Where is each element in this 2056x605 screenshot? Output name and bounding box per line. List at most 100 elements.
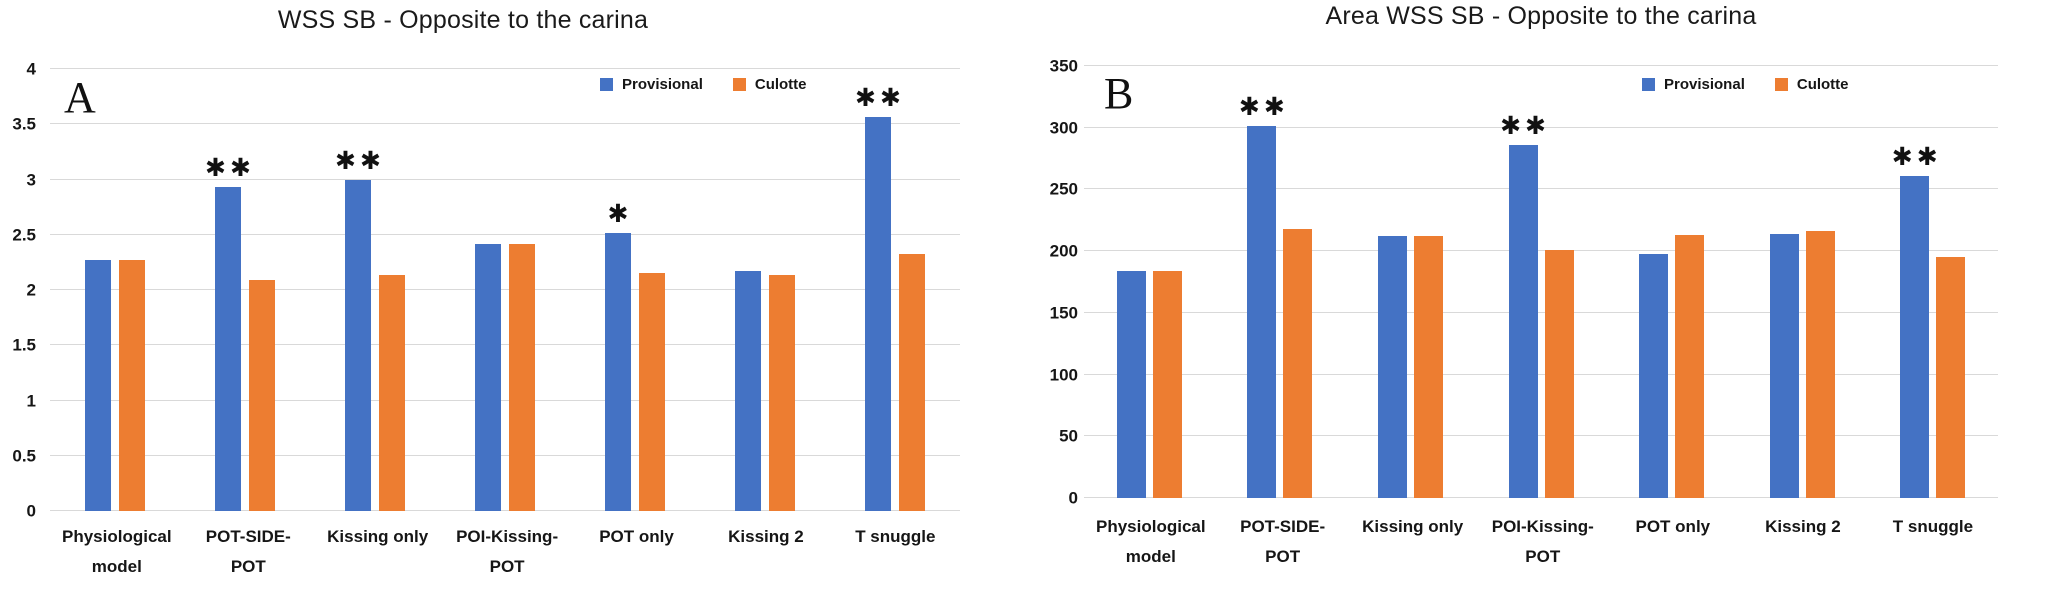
significance-marker: ✱✱ [1238,92,1289,122]
gridline [50,68,960,69]
bar-provisional: ✱✱ [1892,144,1938,498]
bar-culotte [1413,236,1443,498]
bar-group [1606,66,1737,498]
y-tick-label: 3.5 [12,114,36,134]
bar-group [700,69,830,511]
legend-label-culotte: Culotte [1796,76,1849,93]
y-tick-label: 0.5 [12,446,36,466]
x-axis-label: Kissing 2 [1765,517,1841,536]
bar-provisional: ✱ [605,201,631,511]
bar-culotte [379,274,405,511]
gridline [50,510,960,511]
x-axis-label: POT-SIDE-POT [205,527,291,576]
bar-provisional [1377,236,1407,498]
gridline [1084,435,1998,437]
x-axis-label: Kissing only [327,527,429,546]
bar-provisional: ✱✱ [855,85,901,511]
x-axis-labels-b: Physiological model POT-SIDE-POT Kissing o… [1084,512,1998,572]
bar-culotte [1152,270,1182,498]
gridline [50,233,960,235]
legend-item-provisional: Provisional [600,76,703,93]
gridline [1084,188,1998,190]
bar-group: ✱✱ [310,69,440,511]
bar-group [50,69,180,511]
y-tick-label: 2.5 [12,225,36,245]
significance-marker: ✱✱ [335,145,385,175]
bar-group: ✱✱ [1867,66,1998,498]
x-axis-label: POT-SIDE-POT [1240,517,1326,566]
gridline [50,344,960,346]
y-tick-label: 2 [26,280,36,300]
bar-group [440,69,570,511]
x-axis-label: Kissing 2 [728,527,804,546]
significance-marker: ✱✱ [855,82,905,112]
bar-group: ✱ [570,69,700,511]
y-tick-label: 50 [1059,426,1078,446]
gridlines-a [50,68,960,511]
y-axis-b: 0 50 100 150 200 250 300 350 [1032,58,1078,507]
y-tick-label: 150 [1049,303,1078,323]
gridline [1084,65,1998,66]
y-tick-label: 3 [26,170,36,189]
bar-culotte [1805,231,1835,498]
bar-group: ✱✱ [1215,66,1346,498]
gridline [50,399,960,401]
x-axis-label: POI-Kissing-POT [456,527,559,576]
plot-area-b: ✱✱ ✱✱ ✱✱ [1084,65,1998,498]
x-axis-label: T snuggle [1892,517,1974,536]
gridline [50,123,960,125]
bar-culotte [639,273,665,511]
x-axis-label: Kissing only [1362,517,1464,536]
y-tick-label: 250 [1049,179,1078,199]
gridline [1084,497,1998,498]
x-axis-label: POT only [1635,517,1711,536]
legend-swatch-culotte-icon [1774,78,1788,91]
bar-culotte [1283,228,1313,498]
bar-group [1084,66,1215,498]
y-tick-label: 1 [26,391,36,410]
bar-culotte [1936,257,1966,498]
chart-title-b: Area WSS SB - Opposite to the carina [1325,2,1757,30]
legend-a: Provisional Culotte [600,76,807,93]
y-tick-label: 300 [1049,118,1078,138]
x-axis-label: POI-Kissing-POT [1491,517,1594,566]
bar-provisional [475,243,501,511]
bar-culotte [1675,235,1705,498]
gridline [1084,311,1998,313]
legend-label-provisional: Provisional [1664,76,1745,93]
bar-group: ✱✱ [180,69,310,511]
gridline [50,178,960,180]
chart-panel-a: WSS SB - Opposite to the carina A Provis… [0,6,960,582]
legend-item-culotte: Culotte [1774,76,1849,93]
significance-marker: ✱✱ [1500,111,1550,140]
bar-culotte [1544,249,1574,498]
significance-marker: ✱✱ [205,153,255,183]
x-axis-label: Physiological model [62,527,172,576]
bars-a: ✱✱ ✱✱ ✱ ✱✱ [50,69,960,511]
bar-culotte [769,274,795,511]
bar-provisional: ✱✱ [335,148,381,511]
bar-group [1737,66,1868,498]
legend-swatch-culotte-icon [732,78,746,91]
bar-provisional [735,271,761,511]
legend-item-culotte: Culotte [732,76,807,93]
y-axis-a: 0 0.5 1 1.5 2 2.5 3 3.5 4 [0,61,36,520]
x-axis-labels-a: Physiological model POT-SIDE-POT Kissing o… [50,522,960,582]
legend-swatch-provisional-icon [1642,78,1655,91]
bar-culotte [509,243,535,511]
y-tick-label: 0 [26,501,36,521]
gridline [1084,126,1998,128]
legend-label-culotte: Culotte [754,76,807,93]
legend-b: Provisional Culotte [1642,76,1849,93]
significance-marker: ✱ [607,198,633,228]
legend-label-provisional: Provisional [622,76,703,93]
bar-group: ✱✱ [830,69,960,511]
legend-swatch-provisional-icon [600,78,613,91]
bars-b: ✱✱ ✱✱ ✱✱ [1084,66,1998,498]
bar-provisional [85,260,111,511]
bar-culotte [119,260,145,511]
bar-group [1345,66,1476,498]
y-tick-label: 200 [1049,241,1078,261]
legend-item-provisional: Provisional [1642,76,1745,93]
